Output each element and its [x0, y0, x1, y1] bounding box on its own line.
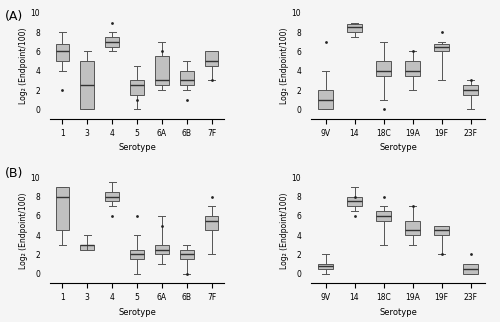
X-axis label: Serotype: Serotype: [379, 143, 417, 152]
PathPatch shape: [434, 225, 450, 235]
PathPatch shape: [80, 61, 94, 109]
PathPatch shape: [56, 187, 70, 230]
PathPatch shape: [404, 61, 420, 76]
PathPatch shape: [180, 250, 194, 259]
PathPatch shape: [462, 264, 478, 274]
Text: (A): (A): [5, 10, 23, 23]
PathPatch shape: [155, 56, 168, 85]
PathPatch shape: [204, 216, 218, 230]
X-axis label: Serotype: Serotype: [118, 143, 156, 152]
X-axis label: Serotype: Serotype: [118, 308, 156, 317]
PathPatch shape: [318, 90, 334, 109]
PathPatch shape: [404, 221, 420, 235]
PathPatch shape: [180, 71, 194, 85]
PathPatch shape: [462, 85, 478, 95]
Text: (B): (B): [5, 167, 24, 180]
X-axis label: Serotype: Serotype: [379, 308, 417, 317]
PathPatch shape: [204, 52, 218, 66]
PathPatch shape: [106, 192, 119, 201]
Y-axis label: Log₂ (Endpoint/100): Log₂ (Endpoint/100): [19, 192, 28, 269]
PathPatch shape: [346, 24, 362, 32]
PathPatch shape: [80, 245, 94, 250]
PathPatch shape: [56, 44, 70, 61]
PathPatch shape: [346, 196, 362, 206]
Y-axis label: Log₂ (Endpoint/100): Log₂ (Endpoint/100): [280, 28, 289, 104]
Y-axis label: Log₂ (Endpoint/100): Log₂ (Endpoint/100): [19, 28, 28, 104]
PathPatch shape: [434, 44, 450, 52]
PathPatch shape: [130, 80, 144, 95]
PathPatch shape: [130, 250, 144, 259]
PathPatch shape: [376, 211, 392, 221]
PathPatch shape: [106, 37, 119, 47]
PathPatch shape: [155, 245, 168, 254]
PathPatch shape: [318, 264, 334, 269]
Y-axis label: Log₂ (Endpoint/100): Log₂ (Endpoint/100): [280, 192, 289, 269]
PathPatch shape: [376, 61, 392, 76]
